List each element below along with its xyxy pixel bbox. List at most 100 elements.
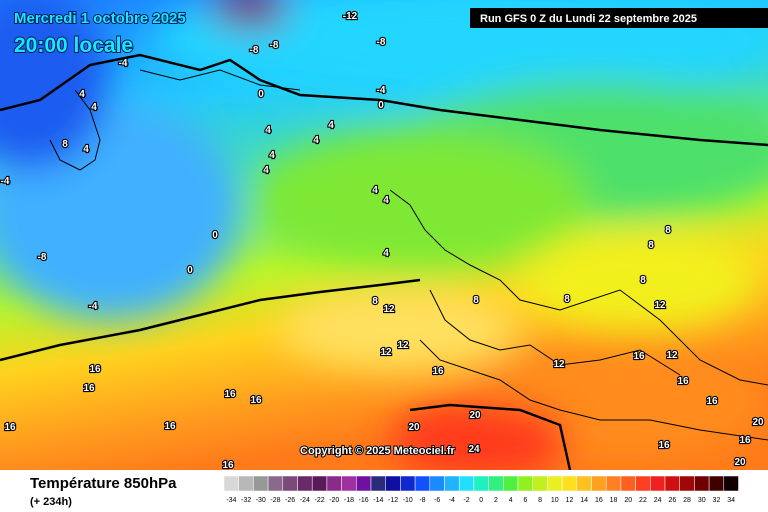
contour-label: 8	[372, 296, 378, 307]
contour-label: 12	[666, 350, 678, 361]
scale-label: -8	[419, 497, 425, 504]
scale-swatch	[503, 475, 519, 492]
contour-label: 16	[164, 421, 176, 432]
scale-label: 12	[566, 497, 574, 504]
run-info: Run GFS 0 Z du Lundi 22 septembre 2025	[480, 13, 697, 25]
scale-swatch	[356, 475, 372, 492]
scale-label: -24	[300, 497, 310, 504]
contour-label: 12	[397, 340, 409, 351]
scale-swatch	[370, 475, 386, 492]
scale-swatch	[297, 475, 313, 492]
contour-label: 4	[83, 144, 89, 155]
contour-label: 4	[328, 120, 334, 131]
scale-swatch	[223, 475, 239, 492]
scale-label: 4	[509, 497, 513, 504]
contour-label: -8	[377, 37, 386, 48]
scale-label: 6	[523, 497, 527, 504]
scale-swatch	[385, 475, 401, 492]
scale-label: 32	[713, 497, 721, 504]
scale-label: 22	[639, 497, 647, 504]
scale-swatch	[326, 475, 342, 492]
parameter: Température 850hPa	[30, 475, 177, 492]
scale-swatch	[282, 475, 298, 492]
scale-swatch	[238, 475, 254, 492]
contour-label: 16	[677, 376, 689, 387]
contour-label: 4	[79, 89, 85, 100]
contour-label: 4	[372, 185, 378, 196]
contour-label: 0	[378, 100, 384, 111]
contour-label: 4	[269, 150, 275, 161]
scale-swatch	[267, 475, 284, 492]
copyright: Copyright © 2025 Meteociel.fr	[300, 445, 456, 457]
scale-label: -10	[403, 497, 413, 504]
scale-label: -22	[314, 497, 324, 504]
scale-label: -26	[285, 497, 295, 504]
contour-label: 4	[313, 135, 319, 146]
contour-label: 4	[91, 102, 97, 113]
contour-label: -4	[89, 301, 98, 312]
scale-label: -30	[256, 497, 266, 504]
scale-swatch	[679, 475, 695, 492]
scale-swatch	[414, 475, 431, 492]
scale-label: -34	[226, 497, 236, 504]
scale-swatch	[253, 475, 269, 492]
scale-swatch	[723, 475, 739, 492]
scale-swatch	[547, 475, 563, 492]
scale-label: -28	[270, 497, 280, 504]
scale-label: 18	[610, 497, 618, 504]
scale-label: -2	[463, 497, 469, 504]
scale-swatch	[532, 475, 548, 492]
contour-label: 12	[383, 304, 395, 315]
contour-label: -8	[250, 45, 259, 56]
scale-label: -12	[388, 497, 398, 504]
contour-label: -4	[119, 58, 128, 69]
contour-label: 12	[380, 347, 392, 358]
contour-label: 16	[224, 389, 236, 400]
scale-swatch	[400, 475, 416, 492]
scale-label: 14	[580, 497, 588, 504]
scale-label: 24	[654, 497, 662, 504]
lead-time: (+ 234h)	[30, 496, 72, 508]
scale-label: 20	[624, 497, 632, 504]
contour-label: 24	[468, 444, 480, 455]
scale-label: -18	[344, 497, 354, 504]
contour-label: 16	[4, 422, 16, 433]
scale-swatch	[429, 475, 445, 492]
contour-label: 16	[250, 395, 262, 406]
valid-time: 20:00 locale	[14, 34, 133, 57]
scale-label: 26	[668, 497, 676, 504]
scale-label: 8	[538, 497, 542, 504]
contour-label: 16	[432, 366, 444, 377]
contour-label: -12	[343, 11, 358, 22]
contour-label: 16	[89, 364, 101, 375]
scale-label: 30	[698, 497, 706, 504]
contour-label: 12	[553, 359, 565, 370]
contour-label: 20	[408, 422, 420, 433]
run-box	[470, 8, 768, 28]
scale-swatch	[605, 475, 622, 492]
scale-label: 28	[683, 497, 691, 504]
scale-label: -32	[241, 497, 251, 504]
contour-label: 16	[222, 460, 234, 471]
scale-label: 10	[551, 497, 559, 504]
scale-swatch	[591, 475, 607, 492]
contour-label: 4	[383, 195, 389, 206]
scale-swatch	[664, 475, 680, 492]
contour-label: 12	[654, 300, 666, 311]
scale-label: -14	[373, 497, 383, 504]
contour-label: 16	[658, 440, 670, 451]
scale-swatch	[620, 475, 636, 492]
contour-label: 16	[83, 383, 95, 394]
contour-label: 16	[739, 435, 751, 446]
contour-label: 4	[265, 125, 271, 136]
scale-label: -20	[329, 497, 339, 504]
contour-label: -4	[1, 176, 10, 187]
scale-swatch	[576, 475, 592, 492]
scale-label: 2	[494, 497, 498, 504]
scale-label: 0	[479, 497, 483, 504]
contour-label: 20	[734, 457, 746, 468]
scale-swatch	[650, 475, 666, 492]
scale-swatch	[708, 475, 725, 492]
color-scale: -34 -32 -30 -28 -26 -24 -22 -20 -18 -16 -14 -12 -10-…	[223, 475, 739, 504]
